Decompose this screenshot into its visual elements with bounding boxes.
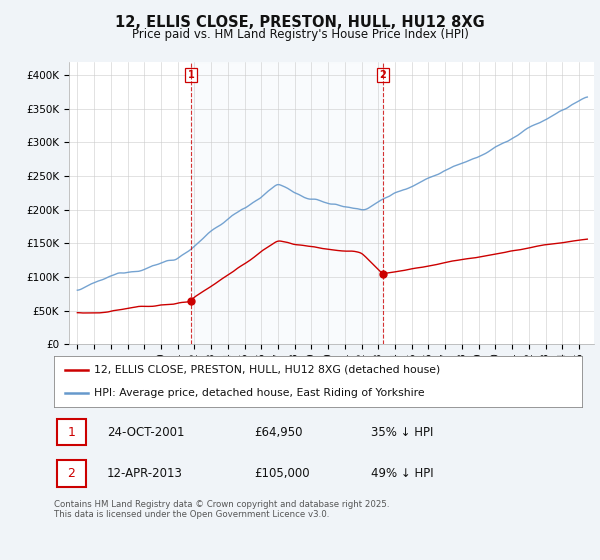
Text: 12, ELLIS CLOSE, PRESTON, HULL, HU12 8XG: 12, ELLIS CLOSE, PRESTON, HULL, HU12 8XG [115, 15, 485, 30]
Text: £105,000: £105,000 [254, 467, 310, 480]
Text: 2: 2 [380, 70, 386, 80]
Text: £64,950: £64,950 [254, 426, 303, 438]
Text: 49% ↓ HPI: 49% ↓ HPI [371, 467, 433, 480]
Bar [56, 460, 86, 487]
Text: 35% ↓ HPI: 35% ↓ HPI [371, 426, 433, 438]
Text: 24-OCT-2001: 24-OCT-2001 [107, 426, 184, 438]
Text: 1: 1 [188, 70, 194, 80]
Text: 1: 1 [67, 426, 75, 438]
Bar [56, 419, 86, 445]
Text: 12-APR-2013: 12-APR-2013 [107, 467, 182, 480]
Text: Price paid vs. HM Land Registry's House Price Index (HPI): Price paid vs. HM Land Registry's House … [131, 28, 469, 41]
Text: HPI: Average price, detached house, East Riding of Yorkshire: HPI: Average price, detached house, East… [94, 388, 424, 398]
Text: 2: 2 [67, 467, 75, 480]
Text: Contains HM Land Registry data © Crown copyright and database right 2025.
This d: Contains HM Land Registry data © Crown c… [54, 500, 389, 519]
Text: 12, ELLIS CLOSE, PRESTON, HULL, HU12 8XG (detached house): 12, ELLIS CLOSE, PRESTON, HULL, HU12 8XG… [94, 365, 440, 375]
Bar [191, 62, 383, 344]
